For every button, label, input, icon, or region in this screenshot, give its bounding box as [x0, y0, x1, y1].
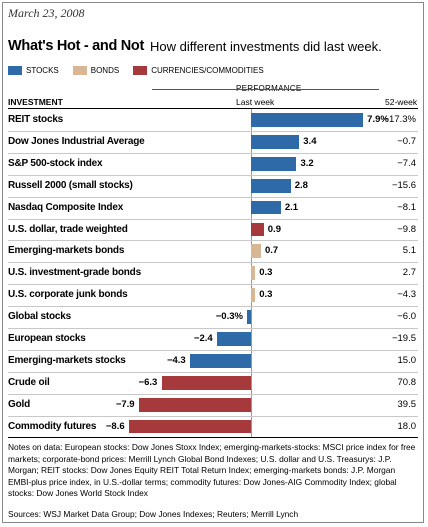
legend-label-bonds: BONDS — [90, 66, 120, 75]
bar-label-dow-jones-industrial-average: 3.4 — [303, 135, 317, 147]
chart-title: What's Hot - and Not — [8, 38, 144, 54]
bar-global-stocks — [246, 310, 251, 324]
legend-label-stocks: STOCKS — [26, 66, 59, 75]
performance-header: PERFORMANCE — [236, 84, 302, 93]
row-divider — [8, 130, 418, 132]
row-label-crude-oil: Crude oil — [8, 376, 50, 388]
bar-label-emerging-markets-bonds: 0.7 — [264, 245, 279, 257]
row-divider — [8, 196, 418, 198]
bar-s-p-500-stock-index — [251, 156, 297, 171]
bar-european-stocks — [216, 332, 251, 346]
week52-value-commodity-futures: 18.0 — [397, 420, 417, 432]
row-divider — [8, 174, 418, 176]
bar-russell-2000-small-stocks — [251, 178, 291, 193]
date: March 23, 2008 — [8, 6, 85, 20]
bar-label-gold: −7.9 — [115, 398, 135, 410]
row-label-dow-jones-industrial-average: Dow Jones Industrial Average — [8, 135, 145, 147]
bar-gold — [138, 397, 251, 412]
row-divider — [8, 415, 418, 417]
sources: Sources: WSJ Market Data Group; Dow Jone… — [8, 509, 299, 519]
column-header-investment: INVESTMENT — [8, 97, 63, 107]
row-label-commodity-futures: Commodity futures — [8, 420, 97, 432]
bar-label-global-stocks: −0.3% — [215, 311, 243, 323]
row-label-gold: Gold — [8, 398, 30, 410]
row-divider — [8, 349, 418, 351]
performance-rule — [152, 89, 379, 90]
week52-value-russell-2000-small-stocks: −15.6 — [391, 179, 416, 191]
bar-label-reit-stocks: 7.9% — [367, 114, 389, 125]
week52-value-dow-jones-industrial-average: −0.7 — [397, 135, 416, 147]
notes: Notes on data: European stocks: Dow Jone… — [8, 442, 416, 498]
week52-value-nasdaq-composite-index: −8.1 — [397, 201, 416, 213]
header-rule — [8, 108, 418, 109]
bar-dow-jones-industrial-average — [251, 134, 300, 149]
row-divider — [8, 306, 418, 308]
week52-value-crude-oil: 70.8 — [397, 376, 417, 388]
row-label-u-s-dollar-trade-weighted: U.S. dollar, trade weighted — [8, 223, 128, 235]
row-divider — [8, 218, 418, 220]
week52-value-gold: 39.5 — [397, 398, 417, 410]
row-divider — [8, 152, 418, 154]
chart-frame — [2, 2, 424, 523]
column-header-52-week: 52-week — [385, 97, 418, 107]
legend-label-currencies: CURRENCIES/COMMODITIES — [151, 66, 264, 75]
column-header-last-week: Last week — [236, 97, 275, 107]
bar-label-crude-oil: −6.3 — [138, 376, 158, 388]
notes-rule — [8, 437, 418, 438]
legend-swatch-stocks — [8, 66, 22, 75]
bar-label-u-s-investment-grade-bonds: 0.3 — [259, 267, 273, 279]
row-divider — [8, 284, 418, 286]
row-label-emerging-markets-stocks: Emerging-markets stocks — [8, 354, 126, 366]
bar-crude-oil — [161, 375, 251, 390]
bar-emerging-markets-bonds — [251, 244, 261, 259]
legend: STOCKS BONDS CURRENCIES/COMMODITIES — [8, 66, 278, 75]
week52-value-s-p-500-stock-index: −7.4 — [397, 157, 416, 169]
bar-label-commodity-futures: −8.6 — [105, 420, 125, 432]
week52-value-u-s-investment-grade-bonds: 2.7 — [402, 267, 416, 279]
week52-value-u-s-dollar-trade-weighted: −9.8 — [397, 223, 416, 235]
bar-nasdaq-composite-index — [251, 200, 281, 215]
bar-label-russell-2000-small-stocks: 2.8 — [294, 179, 308, 191]
row-label-european-stocks: European stocks — [8, 333, 86, 344]
row-divider — [8, 371, 418, 373]
bar-label-u-s-corporate-junk-bonds: 0.3 — [259, 289, 273, 301]
week52-value-european-stocks: −19.5 — [391, 333, 416, 344]
row-label-russell-2000-small-stocks: Russell 2000 (small stocks) — [8, 179, 133, 191]
bar-emerging-markets-stocks — [189, 353, 251, 368]
bar-commodity-futures — [128, 419, 251, 434]
bar-label-european-stocks: −2.4 — [193, 333, 213, 344]
week52-value-reit-stocks: −17.3% — [383, 114, 417, 125]
week52-value-global-stocks: −6.0 — [397, 311, 416, 323]
row-divider — [8, 393, 418, 395]
row-label-reit-stocks: REIT stocks — [8, 114, 64, 125]
row-divider — [8, 240, 418, 242]
bar-u-s-investment-grade-bonds — [251, 266, 256, 281]
bar-u-s-dollar-trade-weighted — [251, 222, 264, 237]
bar-label-u-s-dollar-trade-weighted: 0.9 — [267, 223, 281, 235]
row-label-emerging-markets-bonds: Emerging-markets bonds — [8, 245, 125, 257]
bar-label-s-p-500-stock-index: 3.2 — [300, 157, 314, 169]
row-label-u-s-investment-grade-bonds: U.S. investment-grade bonds — [8, 267, 141, 279]
week52-value-emerging-markets-stocks: 15.0 — [397, 354, 417, 366]
row-divider — [8, 328, 418, 329]
bar-reit-stocks — [251, 113, 364, 127]
row-label-s-p-500-stock-index: S&P 500-stock index — [8, 157, 103, 169]
bar-label-nasdaq-composite-index: 2.1 — [284, 201, 299, 213]
row-divider — [8, 262, 418, 264]
row-label-nasdaq-composite-index: Nasdaq Composite Index — [8, 201, 124, 213]
row-label-global-stocks: Global stocks — [8, 311, 71, 323]
legend-swatch-currencies — [133, 66, 148, 75]
row-label-u-s-corporate-junk-bonds: U.S. corporate junk bonds — [8, 289, 128, 301]
week52-value-emerging-markets-bonds: 5.1 — [402, 245, 416, 257]
chart-subtitle: How different investments did last week. — [150, 39, 382, 54]
bar-u-s-corporate-junk-bonds — [251, 288, 256, 303]
week52-value-u-s-corporate-junk-bonds: −4.3 — [397, 289, 416, 301]
bar-label-emerging-markets-stocks: −4.3 — [166, 354, 186, 366]
legend-swatch-bonds — [72, 66, 87, 75]
